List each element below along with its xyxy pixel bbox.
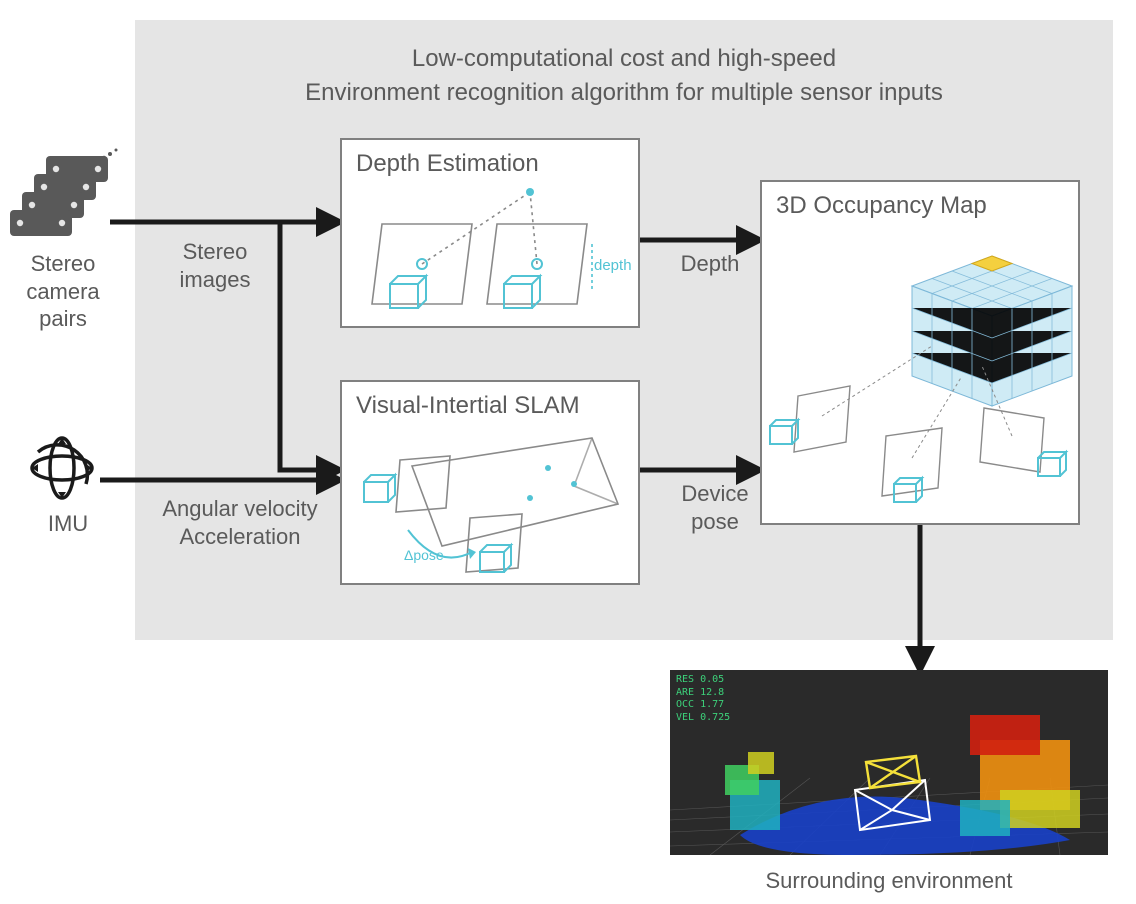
edge-slam-out: Device pose xyxy=(670,480,760,535)
edge-depth-out: Depth xyxy=(670,250,750,278)
depth-illustration: depth xyxy=(342,184,638,330)
edge-imu-out: Angular velocity Acceleration xyxy=(140,495,340,550)
output-overlay-stats: RES 0.05 ARE 12.8 OCC 1.77 VEL 0.725 xyxy=(676,674,730,724)
box-occupancy: 3D Occupancy Map xyxy=(760,180,1080,525)
output-render-illustration xyxy=(670,670,1108,855)
occupancy-illustration xyxy=(762,226,1078,526)
box-depth-title: Depth Estimation xyxy=(342,140,638,184)
diagram-canvas: Low-computational cost and high-speed En… xyxy=(0,0,1136,904)
output-render-panel: RES 0.05 ARE 12.8 OCC 1.77 VEL 0.725 xyxy=(670,670,1108,855)
box-slam: Visual-Intertial SLAM xyxy=(340,380,640,585)
box-depth-estimation: Depth Estimation depth xyxy=(340,138,640,328)
stereo-camera-label: Stereo camera pairs xyxy=(8,250,118,333)
box-slam-title: Visual-Intertial SLAM xyxy=(342,382,638,426)
output-caption: Surrounding environment xyxy=(670,868,1108,894)
svg-text:Δpose: Δpose xyxy=(404,547,444,563)
edge-stereo-images: Stereo images xyxy=(155,238,275,293)
imu-icon xyxy=(26,432,98,504)
imu-label: IMU xyxy=(28,510,108,538)
stereo-camera-icon xyxy=(6,148,121,243)
svg-text:depth: depth xyxy=(594,257,632,274)
slam-illustration: Δpose xyxy=(342,426,638,586)
box-occupancy-title: 3D Occupancy Map xyxy=(762,182,1078,226)
